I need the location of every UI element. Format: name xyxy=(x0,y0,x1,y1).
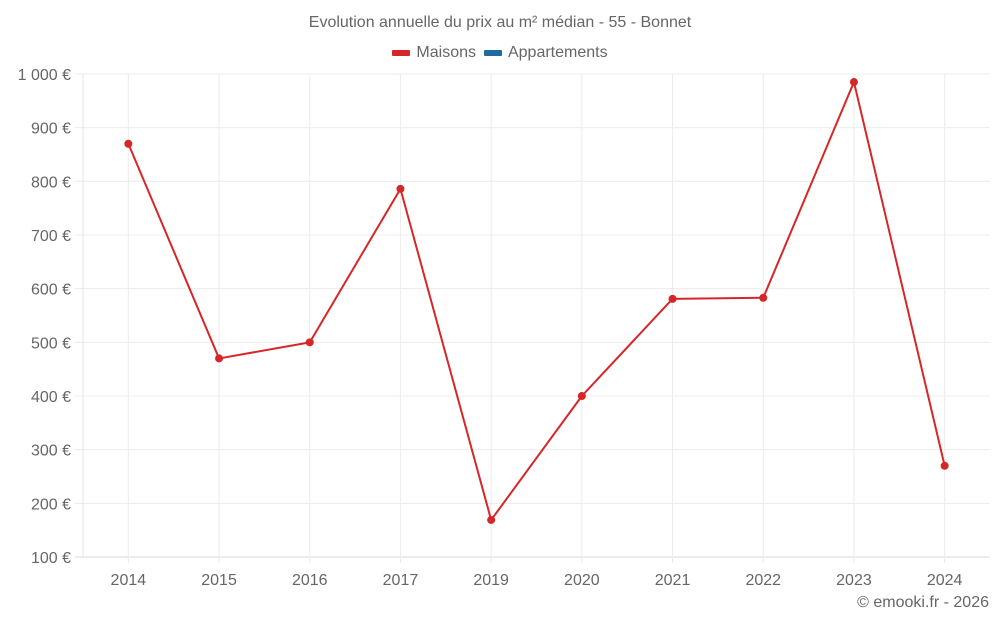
legend-swatch-appartements xyxy=(483,50,502,56)
series-maisons xyxy=(124,78,949,524)
y-tick-label: 1 000 € xyxy=(18,67,71,84)
data-point xyxy=(124,139,133,148)
data-point xyxy=(940,461,949,470)
x-tick-label: 2021 xyxy=(655,572,691,589)
x-tick-label: 2024 xyxy=(927,572,963,589)
x-tick-label: 2022 xyxy=(745,572,781,589)
x-tick-label: 2015 xyxy=(201,572,237,589)
y-tick-label: 900 € xyxy=(31,121,71,138)
y-tick-label: 800 € xyxy=(31,174,71,191)
legend-label-maisons: Maisons xyxy=(416,44,476,61)
x-tick-label: 2014 xyxy=(111,572,147,589)
data-point xyxy=(215,354,224,363)
legend-item-appartements[interactable]: Appartements xyxy=(483,44,608,62)
x-tick-label: 2017 xyxy=(383,572,419,589)
series-line xyxy=(127,81,946,521)
legend-item-maisons[interactable]: Maisons xyxy=(392,44,476,62)
y-tick-label: 700 € xyxy=(31,228,71,245)
x-tick-label: 2023 xyxy=(836,572,872,589)
y-tick-label: 400 € xyxy=(31,389,71,406)
grid-lines xyxy=(75,73,990,563)
x-tick-label: 2016 xyxy=(292,572,328,589)
x-tick-label: 2019 xyxy=(473,572,509,589)
legend-swatch-maisons xyxy=(392,50,411,56)
data-point xyxy=(487,515,496,524)
y-tick-label: 200 € xyxy=(31,496,71,513)
x-axis: 2014 2015 2016 2017 2019 2020 2021 2022 2023 2024 xyxy=(111,572,963,589)
chart-title: Evolution annuelle du prix au m² médian … xyxy=(308,14,692,31)
data-point xyxy=(849,78,858,87)
data-point xyxy=(305,338,314,347)
data-point xyxy=(668,294,677,303)
y-tick-label: 300 € xyxy=(31,443,71,460)
x-tick-label: 2020 xyxy=(564,572,600,589)
credit-text: © emooki.fr - 2026 xyxy=(857,594,989,611)
y-axis: 100 € 200 € 300 € 400 € 500 € 600 € 700 € 800 €… xyxy=(18,67,71,567)
data-point xyxy=(577,392,586,400)
y-tick-label: 100 € xyxy=(31,550,71,567)
y-tick-label: 600 € xyxy=(31,282,71,299)
chart-legend: Maisons Appartements xyxy=(0,44,1000,62)
legend-label-appartements: Appartements xyxy=(507,44,608,61)
data-point xyxy=(396,184,405,193)
y-tick-label: 500 € xyxy=(31,335,71,352)
data-point xyxy=(759,293,768,302)
